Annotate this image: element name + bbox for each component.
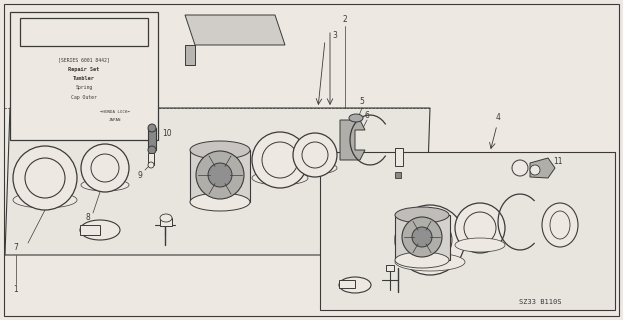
Bar	[339, 280, 355, 288]
Bar	[395, 172, 401, 178]
Ellipse shape	[252, 171, 308, 185]
Ellipse shape	[542, 203, 578, 247]
Ellipse shape	[395, 252, 449, 268]
Circle shape	[408, 218, 452, 262]
Text: 9: 9	[138, 171, 143, 180]
Circle shape	[148, 162, 154, 168]
Circle shape	[91, 154, 119, 182]
Bar	[10, 12, 158, 140]
Text: [SERIES 6001 8442]: [SERIES 6001 8442]	[58, 58, 110, 62]
Circle shape	[455, 203, 505, 253]
Circle shape	[530, 165, 540, 175]
Circle shape	[208, 163, 232, 187]
Bar	[386, 265, 394, 271]
Circle shape	[395, 205, 465, 275]
Bar	[148, 153, 154, 165]
Text: 10: 10	[162, 129, 172, 138]
Bar	[395, 148, 403, 166]
Bar	[148, 128, 156, 150]
Ellipse shape	[81, 179, 129, 191]
Polygon shape	[5, 108, 430, 255]
Text: →HONDA LOCK←: →HONDA LOCK←	[100, 110, 130, 114]
Ellipse shape	[148, 146, 156, 154]
Circle shape	[402, 217, 442, 257]
Bar	[190, 150, 250, 202]
Text: 5: 5	[359, 98, 364, 107]
Ellipse shape	[550, 211, 570, 239]
Text: SZ33 B110S: SZ33 B110S	[519, 299, 561, 305]
Text: 7: 7	[14, 244, 19, 252]
Text: 6: 6	[364, 110, 369, 119]
Polygon shape	[340, 120, 365, 160]
Polygon shape	[185, 45, 195, 65]
Circle shape	[13, 146, 77, 210]
Bar	[160, 218, 172, 226]
Circle shape	[412, 227, 432, 247]
Bar	[80, 225, 100, 235]
Text: HONDA: HONDA	[64, 27, 104, 37]
Polygon shape	[320, 152, 615, 310]
Ellipse shape	[160, 214, 172, 222]
Circle shape	[81, 144, 129, 192]
Ellipse shape	[13, 192, 77, 208]
Text: Tumbler: Tumbler	[73, 76, 95, 82]
Ellipse shape	[455, 238, 505, 252]
Ellipse shape	[395, 253, 465, 271]
Text: 4: 4	[495, 114, 500, 123]
Ellipse shape	[190, 141, 250, 159]
Circle shape	[25, 158, 65, 198]
Circle shape	[196, 151, 244, 199]
Ellipse shape	[148, 124, 156, 132]
Bar	[395, 215, 450, 260]
Text: 8: 8	[85, 213, 90, 222]
Text: 3: 3	[333, 30, 338, 39]
Ellipse shape	[395, 207, 449, 223]
Circle shape	[252, 132, 308, 188]
Ellipse shape	[293, 162, 337, 174]
Circle shape	[302, 142, 328, 168]
Circle shape	[262, 142, 298, 178]
Ellipse shape	[349, 114, 363, 122]
Polygon shape	[185, 15, 285, 45]
Text: 11: 11	[553, 157, 563, 166]
Ellipse shape	[190, 193, 250, 211]
Text: Repair Set: Repair Set	[69, 68, 100, 73]
Text: Cap Outer: Cap Outer	[71, 94, 97, 100]
Ellipse shape	[339, 277, 371, 293]
Text: 2: 2	[343, 15, 348, 25]
Polygon shape	[530, 158, 555, 178]
Text: Spring: Spring	[75, 85, 93, 91]
Circle shape	[512, 160, 528, 176]
Ellipse shape	[80, 220, 120, 240]
Text: JAPAN: JAPAN	[109, 118, 121, 122]
Bar	[20, 18, 148, 46]
Circle shape	[464, 212, 496, 244]
Text: 1: 1	[14, 285, 18, 294]
Circle shape	[293, 133, 337, 177]
